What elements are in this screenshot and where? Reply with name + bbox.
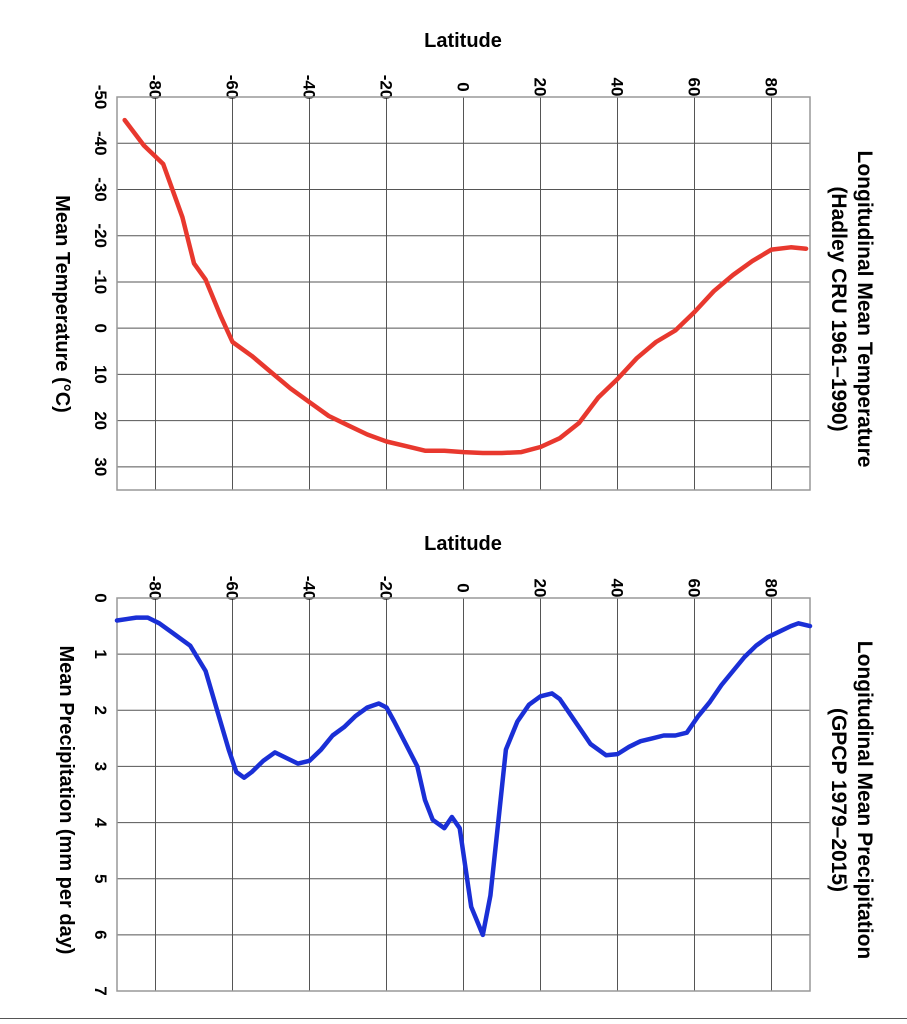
temperature-xlabel: Latitude — [424, 30, 502, 52]
lat-tick-label: 40 — [608, 579, 627, 598]
value-tick-label: 6 — [91, 930, 110, 939]
page-bottom-rule — [0, 1018, 907, 1019]
lat-tick-label: 80 — [762, 78, 781, 97]
temperature-value-ticks: -50 -40 -30 -20 -10 0 10 20 30 — [91, 85, 110, 477]
temperature-chart: -80 -60 -40 -20 0 20 40 60 80 -50 -40 -30 -20 -10 0 10… — [51, 30, 876, 491]
lat-tick-label: 60 — [685, 78, 704, 97]
lat-tick-label: 60 — [685, 579, 704, 598]
lat-tick-label: -60 — [223, 576, 242, 601]
precipitation-title: Longitudinal Mean Precipitation — [853, 641, 876, 960]
value-tick-label: 3 — [91, 762, 110, 771]
precipitation-ylabel: Mean Precipitation (mm per day) — [55, 646, 77, 955]
temperature-gridlines — [117, 97, 810, 490]
temperature-ylabel: Mean Temperature (°C) — [51, 195, 73, 413]
lat-tick-label: -20 — [377, 576, 396, 601]
value-tick-label: -50 — [91, 85, 110, 110]
value-tick-label: 5 — [91, 874, 110, 883]
precipitation-plot-frame — [116, 597, 811, 992]
lat-tick-label: -40 — [300, 75, 319, 100]
value-tick-label: -40 — [91, 131, 110, 156]
temperature-lat-ticks: -80 -60 -40 -20 0 20 40 60 80 — [146, 75, 781, 100]
precipitation-value-ticks: 0 1 2 3 4 5 6 7 — [91, 593, 110, 995]
lat-tick-label: -80 — [146, 576, 165, 601]
lat-tick-label: -60 — [223, 75, 242, 100]
lat-tick-label: 0 — [454, 82, 473, 91]
value-tick-label: -20 — [91, 223, 110, 248]
temperature-plot-frame — [116, 96, 811, 491]
lat-tick-label: 20 — [531, 78, 550, 97]
value-tick-label: 0 — [91, 323, 110, 332]
value-tick-label: 20 — [91, 411, 110, 430]
precipitation-lat-ticks: -80 -60 -40 -20 0 20 40 60 80 — [146, 576, 781, 601]
lat-tick-label: 20 — [531, 579, 550, 598]
precipitation-subtitle: (GPCP 1979–2015) — [827, 708, 850, 892]
lat-tick-label: 40 — [608, 78, 627, 97]
value-tick-label: 2 — [91, 706, 110, 715]
value-tick-label: -30 — [91, 177, 110, 202]
temperature-subtitle: (Hadley CRU 1961–1990) — [827, 186, 850, 431]
value-tick-label: -10 — [91, 270, 110, 295]
precipitation-line — [114, 615, 813, 938]
temperature-line — [122, 117, 809, 456]
lat-tick-label: -80 — [146, 75, 165, 100]
lat-tick-label: 80 — [762, 579, 781, 598]
value-tick-label: 1 — [91, 649, 110, 658]
precipitation-xlabel: Latitude — [424, 533, 502, 555]
temperature-title: Longitudinal Mean Temperature — [853, 151, 876, 468]
value-tick-label: 7 — [91, 986, 110, 995]
lat-tick-label: -20 — [377, 75, 396, 100]
value-tick-label: 4 — [91, 818, 110, 828]
value-tick-label: 30 — [91, 457, 110, 476]
precipitation-gridlines — [117, 598, 810, 992]
value-tick-label: 0 — [91, 593, 110, 602]
lat-tick-label: -40 — [300, 576, 319, 601]
value-tick-label: 10 — [91, 365, 110, 384]
lat-tick-label: 0 — [454, 583, 473, 592]
